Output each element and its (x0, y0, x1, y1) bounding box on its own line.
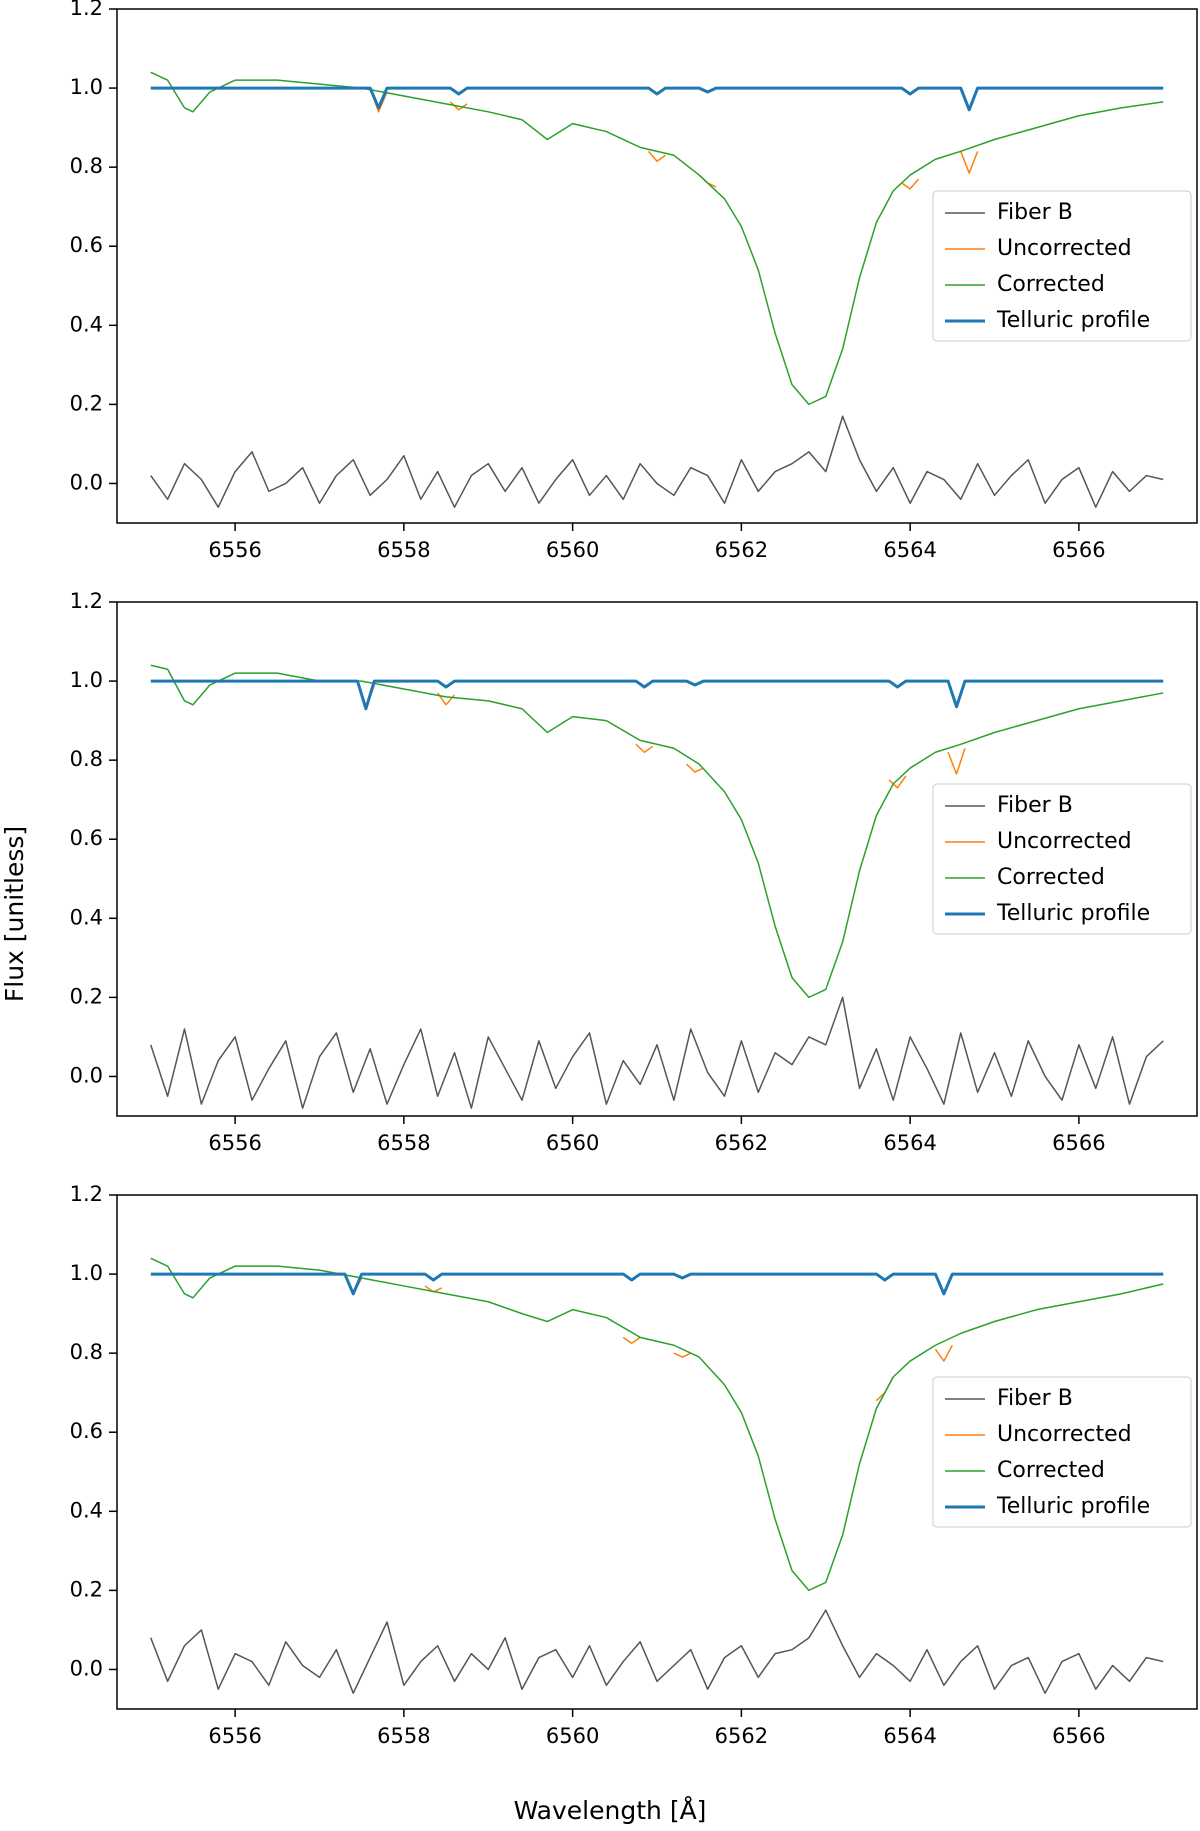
y-tick-label: 0.6 (70, 826, 103, 850)
x-tick-label: 6556 (208, 1131, 261, 1155)
y-tick-label: 0.0 (70, 1063, 103, 1087)
x-tick-label: 6556 (208, 1724, 261, 1748)
series-line (150, 664, 1164, 999)
series-line (150, 1272, 1164, 1296)
axes-frame (116, 601, 1198, 1117)
series-line (150, 415, 1164, 508)
legend-label: Fiber B (997, 1386, 1073, 1411)
legend-box (932, 1376, 1192, 1528)
series-line (150, 71, 1164, 406)
y-tick-label: 0.8 (70, 1340, 103, 1364)
y-tick-label: 1.0 (70, 75, 103, 99)
plot-area (150, 664, 1164, 1109)
legend: Fiber B Uncorrected Corrected Telluric prof… (932, 1376, 1192, 1528)
x-tick-label: 6566 (1052, 538, 1105, 562)
y-tick-label: 0.4 (70, 312, 103, 336)
series-line (150, 1257, 1164, 1592)
legend-label: Telluric profile (996, 308, 1150, 333)
x-axis-title: Wavelength [Å] (514, 1796, 707, 1825)
x-tick-label: 6562 (715, 538, 768, 562)
y-tick-label: 0.6 (70, 1419, 103, 1443)
y-tick-label: 0.8 (70, 747, 103, 771)
plot-area (150, 1257, 1164, 1694)
y-tick-label: 1.2 (70, 1182, 103, 1206)
legend-label: Uncorrected (997, 829, 1132, 854)
plot-area (150, 71, 1164, 508)
x-tick-label: 6564 (883, 538, 936, 562)
series-line (150, 996, 1164, 1109)
y-tick-label: 0.0 (70, 470, 103, 494)
axes-frame (116, 8, 1198, 524)
series-line (150, 86, 1164, 112)
series-line (150, 679, 1164, 711)
legend-label: Telluric profile (996, 1494, 1150, 1519)
x-tick-label: 6562 (715, 1131, 768, 1155)
x-tick-label: 6558 (377, 1724, 430, 1748)
legend-label: Fiber B (997, 200, 1073, 225)
series-line (369, 87, 979, 190)
legend-label: Corrected (997, 272, 1105, 297)
legend: Fiber B Uncorrected Corrected Telluric prof… (932, 783, 1192, 935)
legend: Fiber B Uncorrected Corrected Telluric prof… (932, 190, 1192, 342)
x-tick-label: 6564 (883, 1131, 936, 1155)
x-tick-label: 6562 (715, 1724, 768, 1748)
series-line (150, 1609, 1164, 1694)
y-tick-label: 0.2 (70, 391, 103, 415)
x-tick-label: 6566 (1052, 1131, 1105, 1155)
legend-label: Uncorrected (997, 1422, 1132, 1447)
panel: 0.0 0.2 0.4 0.6 0.8 1.0 1.2 6556 6558 6560 6562 656… (70, 1182, 1198, 1748)
x-tick-label: 6560 (546, 1724, 599, 1748)
panel: 0.0 0.2 0.4 0.6 0.8 1.0 1.2 6556 6558 6560 6562 656… (70, 589, 1198, 1155)
y-tick-label: 0.6 (70, 233, 103, 257)
y-tick-label: 0.4 (70, 1498, 103, 1522)
x-tick-label: 6558 (377, 538, 430, 562)
x-tick-label: 6560 (546, 538, 599, 562)
y-axis-title: Flux [unitless] (0, 826, 29, 1002)
x-tick-label: 6560 (546, 1131, 599, 1155)
y-tick-label: 0.2 (70, 1577, 103, 1601)
legend-label: Fiber B (997, 793, 1073, 818)
axes-frame (116, 1194, 1198, 1710)
y-tick-label: 0.4 (70, 905, 103, 929)
legend-box (932, 190, 1192, 342)
y-tick-label: 0.8 (70, 154, 103, 178)
y-tick-label: 0.2 (70, 984, 103, 1008)
legend-box (932, 783, 1192, 935)
legend-label: Uncorrected (997, 236, 1132, 261)
legend-label: Corrected (997, 1458, 1105, 1483)
y-tick-label: 1.0 (70, 1261, 103, 1285)
series-line (344, 1273, 953, 1402)
legend-label: Telluric profile (996, 901, 1150, 926)
panel: 0.0 0.2 0.4 0.6 0.8 1.0 1.2 6556 6558 6560 6562 656… (70, 0, 1198, 562)
x-tick-label: 6558 (377, 1131, 430, 1155)
x-tick-label: 6564 (883, 1724, 936, 1748)
x-tick-label: 6556 (208, 538, 261, 562)
y-tick-label: 0.0 (70, 1656, 103, 1680)
y-tick-label: 1.0 (70, 668, 103, 692)
y-tick-label: 1.2 (70, 589, 103, 613)
x-tick-label: 6566 (1052, 1724, 1105, 1748)
legend-label: Corrected (997, 865, 1105, 890)
y-tick-label: 1.2 (70, 0, 103, 20)
